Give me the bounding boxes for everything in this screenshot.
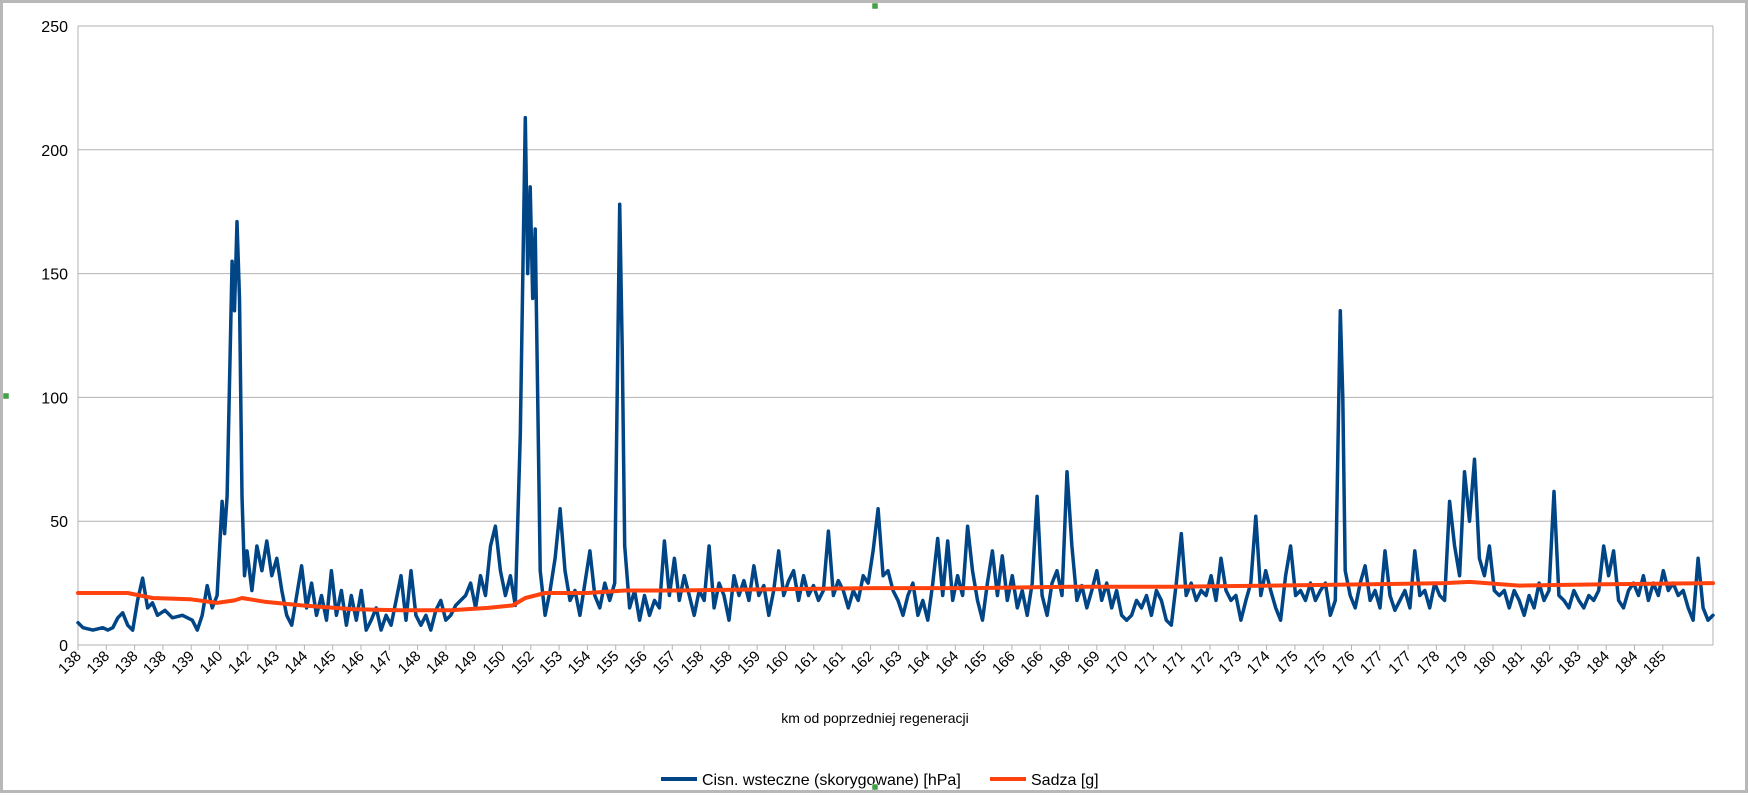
legend-entry-label: Sadza [g] xyxy=(1031,772,1099,789)
x-tick-label: 176 xyxy=(1329,648,1359,678)
x-tick-label: 138 xyxy=(83,648,113,678)
x-tick-label: 166 xyxy=(989,648,1019,678)
x-tick-label: 150 xyxy=(480,648,510,678)
x-tick-label: 173 xyxy=(1215,648,1245,678)
x-tick-label: 177 xyxy=(1357,648,1387,678)
y-tick-label: 50 xyxy=(50,514,68,531)
x-tick-label: 179 xyxy=(1442,648,1472,678)
x-tick-label: 171 xyxy=(1131,648,1161,678)
x-tick-label: 175 xyxy=(1272,648,1302,678)
x-tick-label: 144 xyxy=(282,648,312,678)
x-tick-label: 183 xyxy=(1555,648,1585,678)
x-tick-label: 163 xyxy=(876,648,906,678)
x-tick-label: 146 xyxy=(338,648,368,678)
x-tick-label: 182 xyxy=(1527,648,1557,678)
y-tick-label: 150 xyxy=(41,267,68,284)
x-tick-label: 174 xyxy=(1244,648,1274,678)
x-tick-label: 169 xyxy=(1074,648,1104,678)
series-line-backpressure xyxy=(76,115,1715,632)
x-tick-label: 142 xyxy=(225,648,255,678)
x-tick-label: 143 xyxy=(253,648,283,678)
x-tick-label: 148 xyxy=(423,648,453,678)
y-axis-tick-labels: 0 50 100 150 200 250 xyxy=(41,19,68,655)
y-tick-label: 100 xyxy=(41,390,68,407)
x-tick-label: 171 xyxy=(1159,648,1189,678)
line-chart: 0 50 100 150 200 250 138138138138139140142143… xyxy=(2,2,1715,791)
series-lines xyxy=(76,115,1715,632)
x-tick-label: 175 xyxy=(1300,648,1330,678)
x-tick-label: 166 xyxy=(1017,648,1047,678)
x-tick-label: 164 xyxy=(904,648,934,678)
axes xyxy=(77,26,1714,650)
x-tick-label: 154 xyxy=(565,648,595,678)
x-tick-label: 147 xyxy=(366,648,396,678)
x-tick-label: 155 xyxy=(593,648,623,678)
x-tick-label: 138 xyxy=(112,648,142,678)
x-tick-label: 162 xyxy=(848,648,878,678)
legend: Cisn. wsteczne (skorygowane) [hPa] Sadza … xyxy=(661,772,1099,789)
x-tick-label: 139 xyxy=(168,648,198,678)
resize-handle-top[interactable] xyxy=(871,2,879,10)
x-tick-label: 145 xyxy=(310,648,340,678)
x-tick-label: 149 xyxy=(451,648,481,678)
x-tick-label: 148 xyxy=(395,648,425,678)
x-tick-label: 159 xyxy=(734,648,764,678)
x-tick-label: 140 xyxy=(197,648,227,678)
x-tick-label: 164 xyxy=(932,648,962,678)
series-line-soot xyxy=(76,579,1715,613)
x-tick-label: 184 xyxy=(1612,648,1642,678)
legend-entry-label: Cisn. wsteczne (skorygowane) [hPa] xyxy=(702,772,961,789)
x-tick-label: 185 xyxy=(1640,648,1670,678)
resize-handle-bottom[interactable] xyxy=(871,783,879,791)
x-tick-label: 181 xyxy=(1498,648,1528,678)
x-tick-label: 177 xyxy=(1385,648,1415,678)
x-tick-label: 178 xyxy=(1414,648,1444,678)
x-tick-label: 158 xyxy=(706,648,736,678)
x-tick-label: 168 xyxy=(1046,648,1076,678)
x-tick-label: 160 xyxy=(763,648,793,678)
x-tick-label: 170 xyxy=(1102,648,1132,678)
x-axis-tick-labels: 1381381381381391401421431441451461471481… xyxy=(55,648,1670,678)
x-tick-label: 157 xyxy=(649,648,679,678)
x-tick-label: 138 xyxy=(140,648,170,678)
y-tick-label: 250 xyxy=(41,19,68,36)
x-tick-label: 161 xyxy=(819,648,849,678)
y-tick-label: 200 xyxy=(41,143,68,160)
x-tick-label: 156 xyxy=(621,648,651,678)
grid-lines xyxy=(78,25,1713,646)
x-tick-label: 165 xyxy=(961,648,991,678)
y-tick-label: 0 xyxy=(59,638,68,655)
x-tick-label: 153 xyxy=(536,648,566,678)
x-tick-label: 184 xyxy=(1583,648,1613,678)
resize-handle-left[interactable] xyxy=(2,392,10,400)
x-tick-label: 158 xyxy=(678,648,708,678)
x-tick-label: 172 xyxy=(1187,648,1217,678)
x-axis-title: km od poprzedniej regeneracji xyxy=(781,710,969,726)
selection-handles[interactable] xyxy=(2,2,879,791)
x-tick-label: 152 xyxy=(508,648,538,678)
x-tick-label: 180 xyxy=(1470,648,1500,678)
x-tick-label: 161 xyxy=(791,648,821,678)
